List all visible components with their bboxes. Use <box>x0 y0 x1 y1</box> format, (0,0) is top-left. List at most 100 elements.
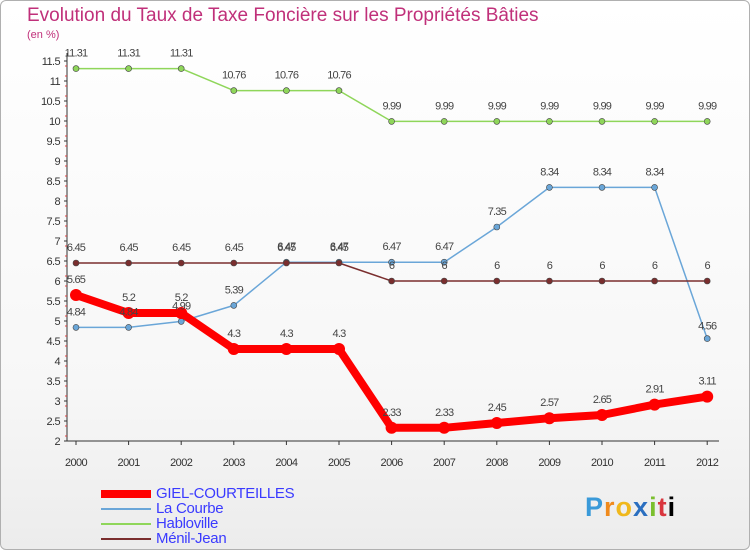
series-1-point <box>72 324 80 331</box>
x-tick-label: 2005 <box>328 457 351 469</box>
x-tick-label: 2002 <box>170 457 193 469</box>
y-tick-label: 8 <box>54 196 60 208</box>
series-1-point <box>598 184 606 191</box>
y-tick-label: 4 <box>54 356 60 368</box>
series-3-point <box>125 259 132 267</box>
series-0-point <box>175 307 188 319</box>
series-2-data-label: 11.31 <box>65 48 88 60</box>
series-3-point <box>335 259 343 267</box>
x-tick-label: 2012 <box>696 457 719 469</box>
y-tick-label: 3.5 <box>47 376 61 388</box>
series-2-point <box>598 118 606 125</box>
y-tick-label: 3 <box>54 396 60 408</box>
series-1-data-label: 4.56 <box>698 321 717 333</box>
series-3-point <box>546 277 553 285</box>
series-line-2 <box>75 67 708 123</box>
series-0-point <box>596 409 608 421</box>
series-0-point <box>122 307 135 319</box>
series-2-data-label: 9.99 <box>435 100 454 112</box>
x-tick-label: 2006 <box>381 457 404 469</box>
y-tick-label: 7.5 <box>47 216 61 228</box>
series-3-data-label: 6 <box>494 260 500 272</box>
series-1-data-label: 4.99 <box>172 300 191 312</box>
y-tick-label: 2.5 <box>47 416 61 428</box>
series-3-data-label: 6.45 <box>67 242 86 254</box>
series-3-data-label: 6 <box>705 260 711 272</box>
series-3-data-label: 6.45 <box>330 242 349 254</box>
series-0-point <box>385 421 398 434</box>
series-3-point <box>493 277 501 285</box>
y-tick-label: 2 <box>54 436 60 448</box>
y-tick-label: 10.5 <box>41 96 60 108</box>
series-1-point <box>230 302 238 309</box>
chart-title: Evolution du Taux de Taxe Foncière sur l… <box>27 5 539 26</box>
series-2-point <box>230 87 238 94</box>
series-2-point <box>651 118 658 125</box>
series-1-point <box>388 258 395 266</box>
series-2-data-label: 11.31 <box>117 48 140 60</box>
series-0-data-label: 4.3 <box>227 328 241 340</box>
chart-unit-label: (en %) <box>27 29 60 41</box>
series-1-data-label: 7.35 <box>488 206 507 218</box>
series-2-data-label: 9.99 <box>488 100 507 112</box>
y-tick-label: 5.5 <box>47 296 61 308</box>
series-1-data-label: 8.34 <box>540 166 559 178</box>
y-tick-label: 8.5 <box>47 176 61 188</box>
y-tick-label: 6 <box>54 276 60 288</box>
series-0-data-label: 5.2 <box>122 292 136 304</box>
series-0-point <box>543 412 556 425</box>
series-0-point <box>490 417 503 429</box>
series-2-data-label: 10.76 <box>222 70 246 82</box>
series-0-data-label: 2.91 <box>645 384 664 396</box>
series-3-data-label: 6 <box>599 260 605 272</box>
series-1-data-label: 6.47 <box>382 241 401 253</box>
series-3-point <box>598 277 606 285</box>
series-0-point <box>227 343 240 355</box>
series-1-data-label: 4.84 <box>119 306 138 318</box>
legend-label-giel-courteilles: GIEL-COURTEILLES <box>156 485 295 502</box>
series-3-data-label: 6 <box>389 260 395 272</box>
series-2-point <box>125 65 132 72</box>
legend-label-la-courbe: La Courbe <box>156 500 224 517</box>
series-2-data-label: 9.99 <box>593 100 612 112</box>
series-1-point <box>546 184 553 191</box>
x-tick-label: 2010 <box>591 457 614 469</box>
series-1-point <box>493 223 501 231</box>
series-2-data-label: 11.31 <box>170 48 193 60</box>
series-3-point <box>388 277 395 285</box>
series-3-point <box>177 259 185 267</box>
legend-swatch-menil-jean <box>101 538 151 540</box>
series-0-data-label: 2.45 <box>488 402 507 414</box>
series-1-data-label: 8.34 <box>593 166 612 178</box>
y-tick-label: 7 <box>54 236 60 248</box>
series-3-point <box>703 277 711 285</box>
series-2-point <box>388 118 395 125</box>
series-1-data-label: 6.47 <box>330 241 349 253</box>
series-2-point <box>72 65 80 72</box>
series-0-data-label: 5.2 <box>175 292 189 304</box>
series-2-point <box>546 118 553 125</box>
series-2-data-label: 10.76 <box>327 70 351 82</box>
series-1-data-label: 6.47 <box>435 241 454 253</box>
series-1-point <box>177 318 185 325</box>
x-tick-label: 2008 <box>486 457 509 469</box>
series-1-point <box>703 335 711 342</box>
x-tick-label: 2009 <box>538 457 561 469</box>
series-1-data-label: 4.84 <box>67 306 86 318</box>
legend-label-habloville: Habloville <box>156 515 219 532</box>
series-2-point <box>440 118 448 125</box>
series-0-data-label: 2.65 <box>593 394 612 406</box>
series-2-data-label: 9.99 <box>698 100 717 112</box>
x-tick-label: 2007 <box>433 457 456 469</box>
y-tick-label: 9 <box>54 156 60 168</box>
series-1-data-label: 8.34 <box>645 166 664 178</box>
series-1-data-label: 6.47 <box>277 241 296 253</box>
y-tick-label: 5 <box>54 316 60 328</box>
y-tick-label: 9.5 <box>47 136 61 148</box>
x-tick-label: 2000 <box>65 457 88 469</box>
x-tick-label: 2004 <box>275 457 298 469</box>
series-0-data-label: 2.33 <box>435 407 454 419</box>
y-tick-label: 10 <box>49 116 61 128</box>
series-0-point <box>648 398 661 411</box>
